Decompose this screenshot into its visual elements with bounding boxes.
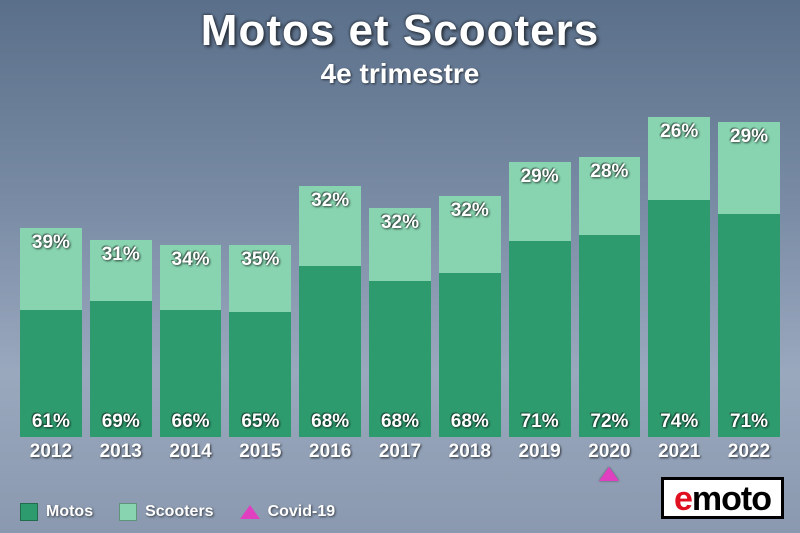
bar-segment-scooters: 31% xyxy=(90,240,152,301)
x-axis-label: 2012 xyxy=(20,437,82,465)
bar-value-scooters: 32% xyxy=(451,196,489,226)
bar-segment-scooters: 39% xyxy=(20,228,82,310)
bar-column: 29% 71%2022 xyxy=(718,105,780,465)
bar-stack: 35% 65% xyxy=(229,105,291,437)
bar-segment-scooters: 35% xyxy=(229,245,291,312)
bar-value-scooters: 28% xyxy=(590,157,628,187)
bar-segment-scooters: 32% xyxy=(369,208,431,281)
bar-value-motos: 65% xyxy=(241,407,279,437)
x-axis-label: 2014 xyxy=(160,437,222,465)
bar-segment-scooters: 34% xyxy=(160,245,222,310)
bar-value-motos: 71% xyxy=(730,407,768,437)
bar-value-scooters: 34% xyxy=(172,245,210,275)
bar-value-motos: 72% xyxy=(590,407,628,437)
bar-column: 35% 65%2015 xyxy=(229,105,291,465)
bar-value-scooters: 32% xyxy=(381,208,419,238)
bar-column: 32% 68%2016 xyxy=(299,105,361,465)
legend-label-covid: Covid-19 xyxy=(268,503,336,521)
legend-label-motos: Motos xyxy=(46,503,93,521)
bar-stack: 28% 72% xyxy=(579,105,641,437)
bar-segment-motos: 68% xyxy=(439,273,501,437)
bar-segment-motos: 72% xyxy=(579,235,641,437)
bar-segment-scooters: 32% xyxy=(299,186,361,266)
bar-segment-scooters: 26% xyxy=(648,117,710,200)
bar-segment-scooters: 29% xyxy=(509,162,571,242)
bar-segment-motos: 71% xyxy=(509,241,571,437)
legend-swatch-motos xyxy=(20,503,38,521)
bar-value-scooters: 29% xyxy=(521,162,559,192)
chart-subtitle: 4e trimestre xyxy=(0,58,800,90)
brand-e: e xyxy=(674,480,692,518)
x-axis-label: 2019 xyxy=(509,437,571,465)
brand-moto: moto xyxy=(692,480,771,518)
bar-value-motos: 74% xyxy=(660,407,698,437)
bar-segment-motos: 69% xyxy=(90,301,152,437)
bar-value-motos: 61% xyxy=(32,407,70,437)
bar-value-scooters: 32% xyxy=(311,186,349,216)
bar-segment-scooters: 28% xyxy=(579,157,641,235)
legend-label-scooters: Scooters xyxy=(145,503,213,521)
bar-segment-motos: 68% xyxy=(369,281,431,437)
covid-marker-icon xyxy=(599,467,619,481)
bar-column: 32% 68%2018 xyxy=(439,105,501,465)
bar-column: 32% 68%2017 xyxy=(369,105,431,465)
bar-value-scooters: 26% xyxy=(660,117,698,147)
bar-value-motos: 68% xyxy=(311,407,349,437)
bar-stack: 34% 66% xyxy=(160,105,222,437)
x-axis-label: 2016 xyxy=(299,437,361,465)
bar-column: 31% 69%2013 xyxy=(90,105,152,465)
bar-value-motos: 68% xyxy=(451,407,489,437)
bar-stack: 31% 69% xyxy=(90,105,152,437)
bar-stack: 26% 74% xyxy=(648,105,710,437)
bar-segment-motos: 74% xyxy=(648,200,710,437)
bar-stack: 29% 71% xyxy=(718,105,780,437)
bar-stack: 29% 71% xyxy=(509,105,571,437)
x-axis-label: 2018 xyxy=(439,437,501,465)
bar-segment-scooters: 32% xyxy=(439,196,501,273)
bar-stack: 39% 61% xyxy=(20,105,82,437)
bar-segment-motos: 66% xyxy=(160,310,222,437)
x-axis-label: 2013 xyxy=(90,437,152,465)
bar-chart: 39% 61%2012 31% 69%2013 34% 66%2014 35% 65%2015… xyxy=(20,105,780,465)
bar-value-scooters: 39% xyxy=(32,228,70,258)
brand-logo: emoto xyxy=(661,477,784,519)
bar-value-motos: 71% xyxy=(521,407,559,437)
legend-swatch-covid xyxy=(240,505,260,519)
bar-value-scooters: 29% xyxy=(730,122,768,152)
legend: Motos Scooters Covid-19 xyxy=(20,503,335,521)
bar-segment-scooters: 29% xyxy=(718,122,780,213)
bar-column: 39% 61%2012 xyxy=(20,105,82,465)
bar-stack: 32% 68% xyxy=(369,105,431,437)
bar-value-motos: 68% xyxy=(381,407,419,437)
bar-value-scooters: 35% xyxy=(241,245,279,275)
x-axis-label: 2021 xyxy=(648,437,710,465)
bar-segment-motos: 68% xyxy=(299,266,361,437)
bar-value-scooters: 31% xyxy=(102,240,140,270)
bar-column: 26% 74%2021 xyxy=(648,105,710,465)
bar-column: 34% 66%2014 xyxy=(160,105,222,465)
x-axis-label: 2017 xyxy=(369,437,431,465)
bar-stack: 32% 68% xyxy=(439,105,501,437)
x-axis-label: 2022 xyxy=(718,437,780,465)
bar-stack: 32% 68% xyxy=(299,105,361,437)
bar-value-motos: 69% xyxy=(102,407,140,437)
x-axis-label: 2015 xyxy=(229,437,291,465)
bar-segment-motos: 71% xyxy=(718,214,780,437)
bar-column: 28% 72%2020 xyxy=(579,105,641,465)
bar-value-motos: 66% xyxy=(172,407,210,437)
bar-column: 29% 71%2019 xyxy=(509,105,571,465)
legend-swatch-scooters xyxy=(119,503,137,521)
bar-segment-motos: 65% xyxy=(229,312,291,437)
bar-segment-motos: 61% xyxy=(20,310,82,438)
x-axis-label: 2020 xyxy=(579,437,641,465)
chart-title: Motos et Scooters xyxy=(0,6,800,56)
